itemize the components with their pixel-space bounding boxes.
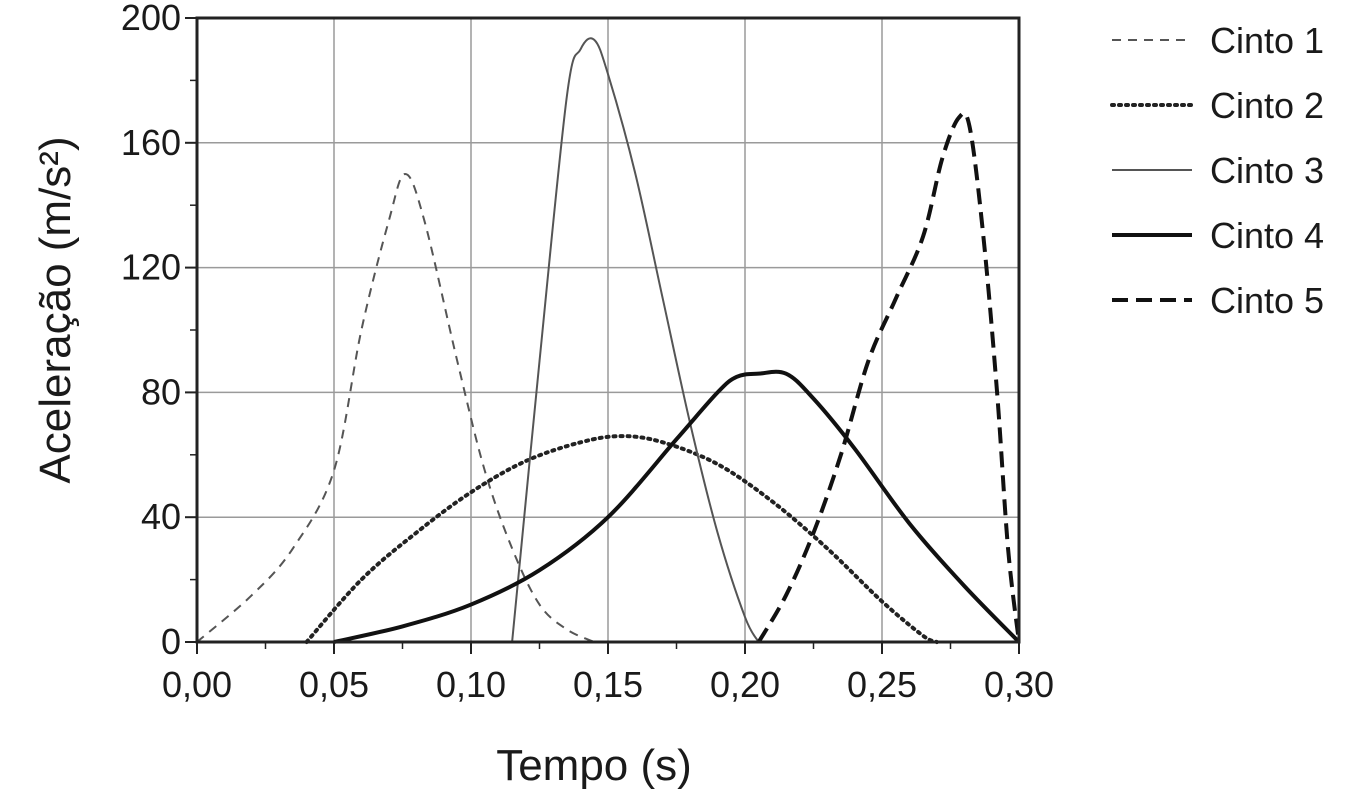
y-tick-label: 200 xyxy=(121,0,181,38)
x-tick-label: 0,00 xyxy=(162,664,232,705)
x-axis-title: Tempo (s) xyxy=(496,741,692,790)
series-line-5 xyxy=(756,111,1021,644)
x-tick-label: 0,10 xyxy=(436,664,506,705)
y-tick-label: 0 xyxy=(161,621,181,662)
legend-label-4: Cinto 4 xyxy=(1210,215,1324,256)
grid-layer xyxy=(197,18,1019,642)
series-line-3 xyxy=(511,37,760,643)
x-tick-label: 0,20 xyxy=(710,664,780,705)
y-tick-label: 80 xyxy=(141,371,181,412)
series-line-4 xyxy=(333,369,1021,644)
y-tick-label: 120 xyxy=(121,247,181,288)
series-line-1 xyxy=(196,173,595,643)
legend-label-3: Cinto 3 xyxy=(1210,150,1324,191)
legend-label-5: Cinto 5 xyxy=(1210,280,1324,321)
tick-layer xyxy=(185,17,1020,654)
x-tick-label: 0,15 xyxy=(573,664,643,705)
series-line-2 xyxy=(304,434,939,644)
x-tick-label: 0,05 xyxy=(299,664,369,705)
y-tick-label: 40 xyxy=(141,496,181,537)
legend-label-2: Cinto 2 xyxy=(1210,85,1324,126)
series-layer xyxy=(196,37,1021,644)
y-tick-label: 160 xyxy=(121,122,181,163)
legend-label-1: Cinto 1 xyxy=(1210,20,1324,61)
legend: Cinto 1 Cinto 2 Cinto 3 Cinto 4 Cinto 5 xyxy=(1110,20,1324,321)
x-tick-label: 0,25 xyxy=(847,664,917,705)
y-axis-title: Aceleração (m/s²) xyxy=(31,136,80,483)
label-layer: 0,00 0,05 0,10 0,15 0,20 0,25 0,30 0 40 80 120 160 2… xyxy=(121,0,1054,705)
x-tick-label: 0,30 xyxy=(984,664,1054,705)
